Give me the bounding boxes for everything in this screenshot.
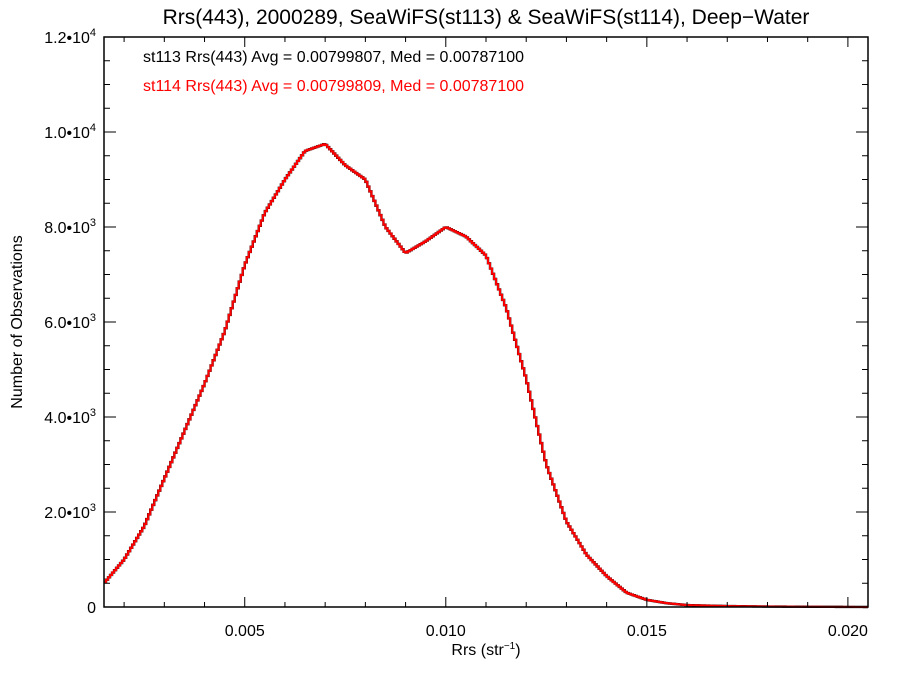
series-line-1 [104,143,868,608]
y-axis: 0 2.0•103 4.0•103 6.0•103 8.0•103 1.0•104 1.2•… [44,27,868,617]
y-tick-label: 1.0•104 [44,122,96,142]
y-tick-label: 0 [87,600,96,617]
y-tick-label: 8.0•103 [44,217,96,237]
y-axis-label: Number of Observations [9,235,26,408]
y-tick-label: 4.0•103 [44,407,96,427]
x-tick-label: 0.005 [225,623,265,640]
annotation-st113: st113 Rrs(443) Avg = 0.00799807, Med = 0… [143,49,524,66]
series-layer [104,143,868,609]
x-axis-label-sup: −1 [504,641,516,652]
x-tick-label: 0.015 [627,623,667,640]
y-tick-label: 1.2•104 [44,27,96,47]
chart-title: Rrs(443), 2000289, SeaWiFS(st113) & SeaW… [163,6,810,29]
y-tick-label: 6.0•103 [44,312,96,332]
annotation-st114: st114 Rrs(443) Avg = 0.00799809, Med = 0… [143,78,524,95]
x-axis-label-end: ) [515,642,520,659]
x-axis-label-main: Rrs (str [451,642,504,659]
x-tick-label: 0.010 [426,623,466,640]
x-axis: 0.005 0.010 0.015 0.020 [123,37,868,640]
x-tick-label: 0.020 [828,623,868,640]
y-tick-label: 2.0•103 [44,502,96,522]
x-axis-label: Rrs (str−1) [451,641,520,659]
